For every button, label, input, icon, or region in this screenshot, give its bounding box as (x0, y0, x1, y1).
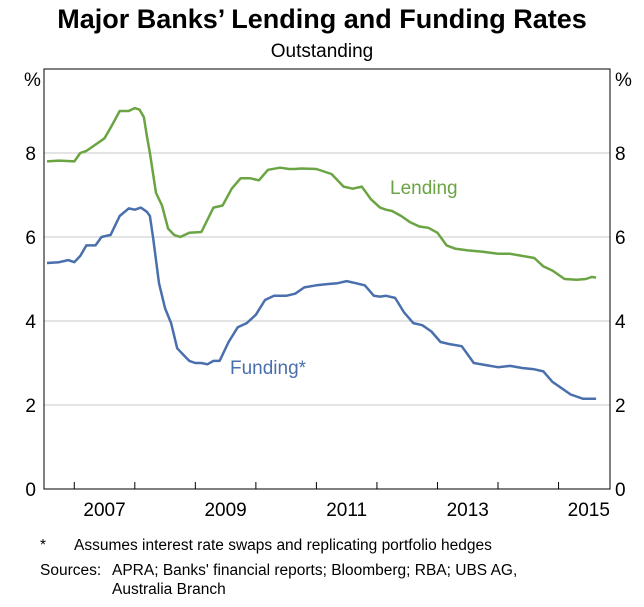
y-tick-label-right: 4 (615, 312, 626, 333)
y-tick-label-right: 0 (615, 480, 626, 501)
y-tick-label-right: 2 (615, 396, 626, 417)
y-tick-label-right: 8 (615, 144, 626, 165)
plot-frame (43, 68, 611, 490)
sources-key: Sources: (40, 562, 102, 579)
footnote-text: Assumes interest rate swaps and replicat… (74, 537, 492, 554)
footnote-sources: Sources: APRA; Banks' financial reports;… (40, 561, 600, 599)
chart-subtitle: Outstanding (270, 41, 374, 62)
chart-title: Major Banks’ Lending and Funding Rates (57, 4, 587, 34)
x-tick-label: 2013 (447, 500, 489, 521)
x-tick-label: 2011 (326, 500, 367, 521)
series-line-funding (46, 206, 597, 400)
y-tick-label-left: 2 (25, 396, 36, 417)
series-label-funding: Funding* (230, 358, 307, 379)
y-tick-label-left: 0 (25, 480, 36, 501)
x-tick-label: 2007 (83, 500, 125, 521)
sources-text: APRA; Banks' financial reports; Bloomber… (112, 562, 518, 598)
y-tick-label-left: 4 (25, 312, 36, 333)
x-tick-label: 2009 (204, 500, 246, 521)
y-tick-label-left: 6 (25, 228, 36, 249)
series-line-lending (46, 106, 597, 282)
footnote-asterisk: * (40, 537, 47, 554)
y-tick-label-left: 8 (25, 144, 36, 165)
y-tick-label-right: 6 (615, 228, 626, 249)
series-label-lending: Lending (390, 178, 458, 199)
x-tick-label: 2015 (568, 500, 610, 521)
y-unit-left: % (24, 70, 41, 91)
footnote-note: * Assumes interest rate swaps and replic… (40, 536, 492, 555)
y-unit-right: % (615, 70, 632, 91)
